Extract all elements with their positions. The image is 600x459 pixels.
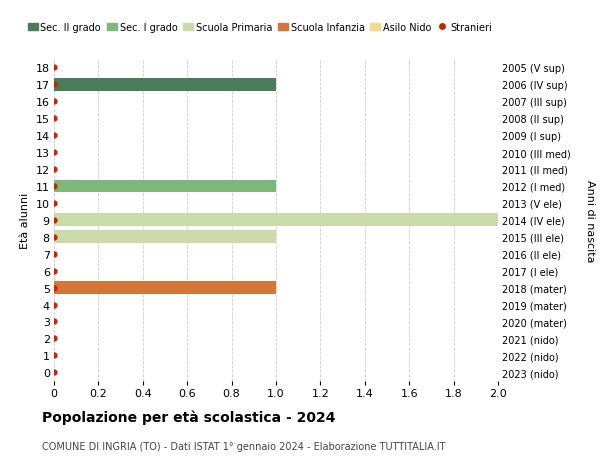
- Text: COMUNE DI INGRIA (TO) - Dati ISTAT 1° gennaio 2024 - Elaborazione TUTTITALIA.IT: COMUNE DI INGRIA (TO) - Dati ISTAT 1° ge…: [42, 441, 445, 451]
- Y-axis label: Anni di nascita: Anni di nascita: [585, 179, 595, 262]
- Legend: Sec. II grado, Sec. I grado, Scuola Primaria, Scuola Infanzia, Asilo Nido, Stran: Sec. II grado, Sec. I grado, Scuola Prim…: [28, 23, 491, 33]
- Bar: [54, 180, 276, 193]
- Text: Popolazione per età scolastica - 2024: Popolazione per età scolastica - 2024: [42, 410, 335, 425]
- Bar: [54, 214, 498, 227]
- Bar: [54, 231, 276, 244]
- Bar: [54, 78, 276, 91]
- Y-axis label: Età alunni: Età alunni: [20, 192, 30, 248]
- Bar: [54, 282, 276, 294]
